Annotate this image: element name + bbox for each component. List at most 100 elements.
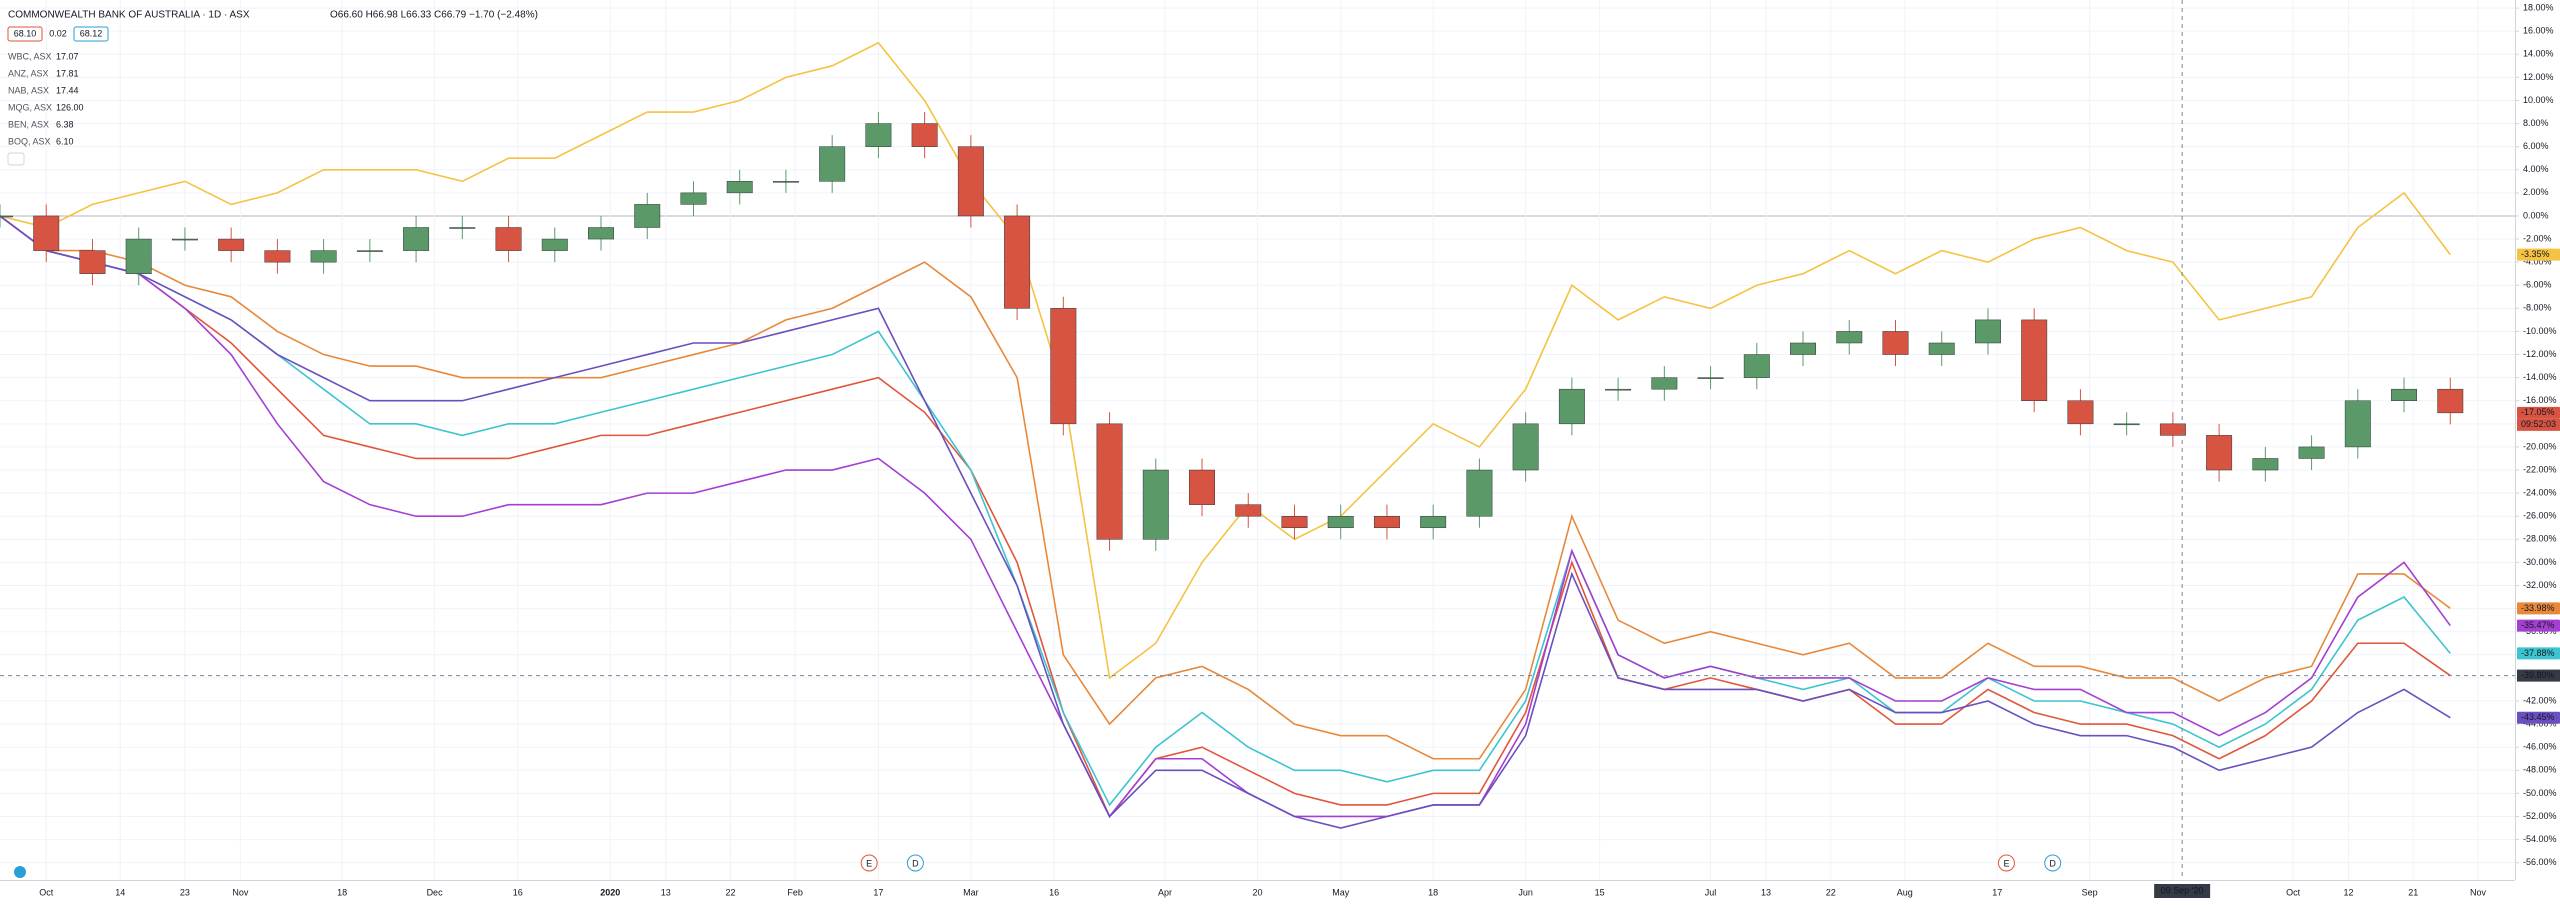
y-tick-label: -50.00% — [2523, 788, 2557, 798]
candle-body — [1050, 308, 1077, 425]
event-marker — [860, 854, 878, 872]
price-box-label: 68.12 — [80, 28, 103, 38]
x-tick-label: Mar — [963, 887, 979, 897]
legend-name: ANZ, ASX — [8, 68, 49, 78]
candle-body — [2391, 388, 2418, 401]
candle-body — [819, 146, 846, 182]
logo — [14, 866, 26, 878]
crosshair-x-label: 09 Sep '20 — [2161, 885, 2204, 895]
candle-body — [1512, 423, 1539, 471]
collapse-button[interactable] — [7, 152, 25, 166]
x-tick-label: 17 — [1992, 887, 2002, 897]
candle-body — [2021, 319, 2048, 401]
x-tick-label: 16 — [1049, 887, 1059, 897]
marks — [0, 41, 2464, 829]
x-tick-label: Jul — [1705, 887, 1717, 897]
candle-body — [495, 227, 522, 251]
candle-body — [356, 250, 383, 252]
legend-name: NAB, ASX — [8, 85, 49, 95]
y-tick-label: -32.00% — [2523, 580, 2557, 590]
y-tick-label: -16.00% — [2523, 395, 2557, 405]
x-tick-label: 18 — [1428, 887, 1438, 897]
x-tick-label: 12 — [2344, 887, 2354, 897]
candle-body — [1096, 423, 1123, 540]
y-tick-label: -26.00% — [2523, 511, 2557, 521]
candle-body — [403, 227, 430, 251]
candle-body — [2206, 435, 2233, 471]
x-tick-label: 20 — [1252, 887, 1262, 897]
candle-body — [310, 250, 337, 263]
y-tick-label: -28.00% — [2523, 534, 2557, 544]
candle-body — [2344, 400, 2371, 448]
candle-body — [125, 238, 152, 274]
y-tick-label: -4.00% — [2523, 257, 2552, 267]
crosshair-y-label: -39.80% — [2521, 670, 2555, 680]
series-line — [0, 215, 2451, 807]
candle-body — [2437, 388, 2464, 414]
series-line — [0, 215, 2451, 819]
legend-name: WBC, ASX — [8, 51, 52, 61]
candle-body — [588, 227, 614, 240]
x-tick-label: 22 — [1826, 887, 1836, 897]
candle-body — [79, 250, 106, 274]
candle-body — [1836, 331, 1863, 344]
x-tick-label: 21 — [2408, 887, 2418, 897]
series-line — [0, 41, 2451, 680]
x-tick-label: 13 — [1761, 887, 1771, 897]
y-tick-label: 12.00% — [2523, 72, 2554, 82]
price-box — [73, 26, 109, 42]
candle-body — [1466, 469, 1493, 517]
event-label: E — [2003, 858, 2009, 868]
y-tick-label: -42.00% — [2523, 695, 2557, 705]
event-marker — [906, 854, 924, 872]
candle-body — [1189, 469, 1215, 505]
candle-body — [1605, 388, 1632, 391]
candle-body — [2298, 446, 2325, 459]
last-value-label: -3.35% — [2521, 249, 2550, 259]
candle-body — [1327, 515, 1354, 529]
last-value-label: -33.98% — [2521, 603, 2555, 613]
last-value-label-box — [2517, 248, 2560, 261]
legend-value: 126.00 — [56, 102, 84, 112]
candle-body — [1928, 342, 1955, 355]
y-tick-label: -56.00% — [2523, 857, 2557, 867]
event-label: E — [866, 858, 872, 868]
x-tick-label: Feb — [787, 887, 803, 897]
price-box-label: 68.10 — [14, 28, 37, 38]
candle-body — [33, 215, 60, 251]
y-tick-label: 18.00% — [2523, 2, 2554, 12]
y-tick-label: 8.00% — [2523, 118, 2549, 128]
last-value-label: -43.45% — [2521, 712, 2555, 722]
y-tick-label: -8.00% — [2523, 303, 2552, 313]
countdown-box — [2517, 418, 2560, 431]
y-tick-label: -10.00% — [2523, 326, 2557, 336]
last-value-label-box — [2517, 619, 2560, 632]
x-tick-label: 2020 — [600, 887, 620, 897]
y-tick-label: -54.00% — [2523, 834, 2557, 844]
series-line — [0, 215, 2451, 818]
candle-body — [541, 238, 568, 251]
price-box — [7, 26, 43, 42]
last-value-label-box — [2517, 647, 2560, 660]
x-tick-label: 13 — [661, 887, 671, 897]
legend-value: 17.44 — [56, 85, 79, 95]
y-tick-label: -30.00% — [2523, 557, 2557, 567]
ohlc-text: O66.60 H66.98 L66.33 C66.79 −1.70 (−2.48… — [330, 10, 538, 21]
price-box-label: 0.02 — [49, 28, 67, 38]
last-price-label-box — [2517, 406, 2560, 419]
candle-body — [1420, 515, 1447, 529]
candle-body — [2159, 423, 2186, 436]
x-tick-label: Dec — [427, 887, 444, 897]
x-tick-label: 16 — [513, 887, 523, 897]
y-tick-label: -48.00% — [2523, 765, 2557, 775]
candle-body — [0, 215, 13, 218]
legend-name: MQG, ASX — [8, 102, 52, 112]
candle-body — [1235, 504, 1262, 517]
x-tick-label: 23 — [180, 887, 190, 897]
candle-body — [726, 181, 753, 194]
candle-body — [264, 250, 291, 263]
x-tick-label: Nov — [2470, 887, 2487, 897]
y-tick-label: -20.00% — [2523, 441, 2557, 451]
x-tick-label: May — [1332, 887, 1350, 897]
